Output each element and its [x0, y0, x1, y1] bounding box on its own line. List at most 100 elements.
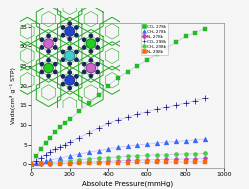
Circle shape	[89, 74, 93, 77]
CO₂ 278k	[63, 122, 66, 124]
N₂ 298k	[49, 163, 52, 165]
Circle shape	[86, 39, 96, 48]
CO₂ 278k	[59, 126, 62, 129]
N₂ 278k	[174, 158, 177, 160]
Circle shape	[54, 38, 57, 41]
CH₄ 298k	[126, 155, 129, 157]
CH₄ 298k	[88, 158, 91, 160]
Circle shape	[82, 38, 86, 41]
CO₂ 298k	[155, 108, 158, 110]
CO₂ 298k	[136, 113, 139, 115]
N₂ 278k	[165, 158, 168, 160]
Circle shape	[61, 50, 65, 53]
CH₄ 298k	[194, 153, 197, 155]
Circle shape	[82, 70, 86, 74]
CO₂ 278k	[194, 31, 197, 34]
Circle shape	[75, 58, 78, 61]
CH₄ 298k	[39, 162, 42, 165]
Circle shape	[61, 58, 65, 61]
Circle shape	[89, 59, 93, 62]
X-axis label: Absolute Pressure(mmHg): Absolute Pressure(mmHg)	[82, 180, 173, 187]
Circle shape	[40, 70, 44, 74]
N₂ 298k	[155, 161, 158, 163]
N₂ 278k	[59, 162, 62, 164]
CO₂ 278k	[155, 53, 158, 55]
CH₄ 278k	[165, 141, 168, 143]
CO₂ 298k	[126, 116, 129, 118]
Circle shape	[47, 34, 50, 37]
N₂ 298k	[30, 163, 33, 165]
CO₂ 278k	[136, 65, 139, 67]
Circle shape	[75, 75, 78, 78]
N₂ 298k	[194, 161, 197, 163]
CH₄ 278k	[49, 159, 52, 161]
Line: CO₂ 278k: CO₂ 278k	[29, 26, 207, 166]
Circle shape	[82, 46, 86, 49]
CO₂ 278k	[49, 136, 52, 139]
CH₄ 278k	[97, 149, 100, 152]
N₂ 278k	[97, 160, 100, 163]
Circle shape	[75, 34, 78, 37]
CO₂ 298k	[49, 151, 52, 153]
Circle shape	[40, 38, 44, 41]
CH₄ 298k	[78, 159, 81, 161]
CO₂ 278k	[78, 110, 81, 112]
CH₄ 278k	[34, 162, 37, 165]
Circle shape	[86, 63, 96, 73]
Circle shape	[96, 70, 99, 74]
Circle shape	[82, 63, 86, 66]
N₂ 278k	[126, 159, 129, 162]
CH₄ 298k	[107, 156, 110, 159]
N₂ 298k	[203, 161, 206, 163]
N₂ 298k	[145, 161, 148, 163]
CH₄ 278k	[126, 145, 129, 147]
N₂ 278k	[39, 163, 42, 165]
CH₄ 278k	[78, 153, 81, 155]
Circle shape	[65, 51, 75, 61]
CO₂ 298k	[184, 102, 187, 104]
CH₄ 298k	[97, 157, 100, 159]
CO₂ 278k	[165, 47, 168, 49]
N₂ 298k	[174, 161, 177, 163]
CO₂ 278k	[68, 118, 71, 120]
CO₂ 298k	[54, 148, 57, 150]
CO₂ 278k	[203, 27, 206, 30]
CO₂ 298k	[63, 143, 66, 146]
CO₂ 278k	[88, 102, 91, 105]
CH₄ 278k	[117, 146, 120, 149]
Circle shape	[47, 74, 50, 77]
CO₂ 278k	[107, 84, 110, 87]
CH₄ 298k	[117, 156, 120, 158]
Line: N₂ 298k: N₂ 298k	[29, 160, 207, 166]
CO₂ 278k	[184, 35, 187, 38]
Circle shape	[68, 22, 71, 25]
Circle shape	[40, 63, 44, 66]
CO₂ 278k	[39, 148, 42, 150]
CO₂ 298k	[88, 132, 91, 134]
Circle shape	[65, 27, 74, 36]
N₂ 278k	[78, 161, 81, 163]
N₂ 278k	[117, 160, 120, 162]
CH₄ 278k	[30, 163, 33, 165]
CH₄ 298k	[203, 152, 206, 155]
N₂ 298k	[88, 162, 91, 164]
CH₄ 278k	[59, 157, 62, 159]
CH₄ 278k	[39, 161, 42, 163]
N₂ 298k	[59, 163, 62, 165]
CO₂ 298k	[194, 99, 197, 102]
CH₄ 278k	[194, 139, 197, 141]
CO₂ 278k	[145, 59, 148, 61]
N₂ 278k	[145, 159, 148, 161]
CH₄ 298k	[165, 153, 168, 156]
Circle shape	[96, 63, 99, 66]
Circle shape	[54, 70, 57, 74]
CH₄ 278k	[145, 143, 148, 145]
CH₄ 278k	[155, 142, 158, 144]
N₂ 278k	[155, 159, 158, 161]
CH₄ 298k	[145, 154, 148, 156]
CH₄ 298k	[49, 161, 52, 164]
CO₂ 298k	[39, 157, 42, 159]
CO₂ 298k	[59, 146, 62, 148]
N₂ 278k	[49, 162, 52, 165]
Circle shape	[44, 63, 53, 73]
